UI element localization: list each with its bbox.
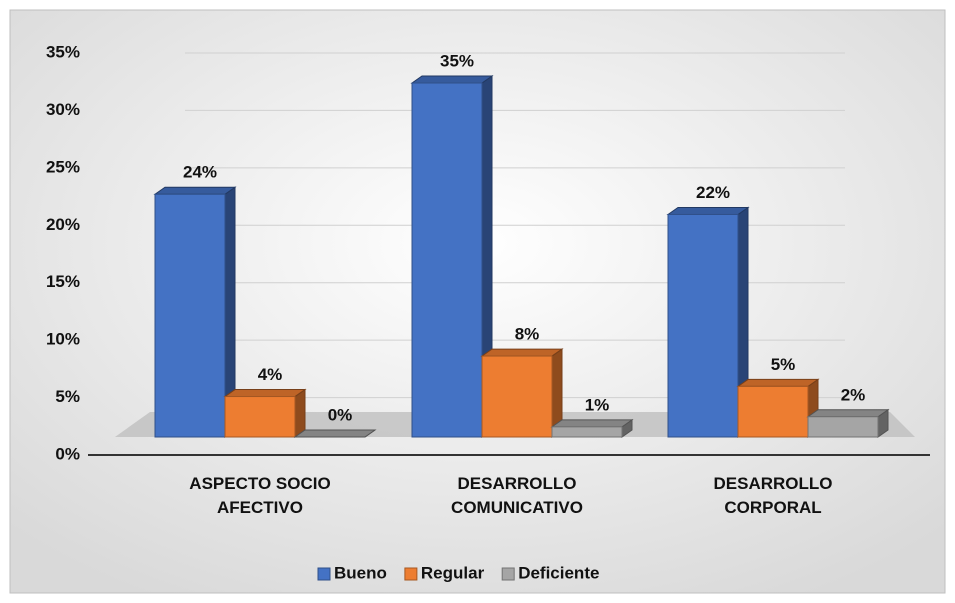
x-tick-label: DESARROLLO COMUNICATIVO: [451, 474, 583, 517]
bar-top: [293, 429, 377, 438]
data-label: 24%: [183, 163, 217, 182]
y-tick-label: 30%: [46, 100, 80, 119]
data-label: 35%: [440, 51, 474, 70]
y-tick-label: 0%: [55, 444, 80, 463]
bar-top: [410, 75, 494, 84]
bar-front: [737, 385, 809, 438]
bar-top: [666, 206, 750, 215]
bar-front: [411, 82, 483, 438]
bar: [410, 75, 494, 438]
legend-swatch: [501, 567, 515, 581]
bar: [223, 388, 307, 438]
bar: [666, 206, 750, 438]
data-label: 22%: [696, 183, 730, 202]
data-label: 0%: [328, 405, 353, 424]
y-tick-label: 15%: [46, 272, 80, 291]
bar-top: [153, 186, 237, 195]
y-tick-label: 25%: [46, 157, 80, 176]
bar-front: [807, 416, 879, 438]
y-tick-label: 20%: [46, 215, 80, 234]
legend-label: Deficiente: [518, 563, 599, 582]
y-tick-label: 5%: [55, 387, 80, 406]
x-tick-label: DESARROLLO CORPORAL: [713, 474, 833, 517]
bar-front: [224, 396, 296, 438]
legend-swatch: [404, 567, 418, 581]
bar-side: [294, 388, 306, 438]
bar-top: [223, 389, 307, 398]
bar-top: [550, 419, 634, 428]
bar-top: [736, 378, 820, 387]
bar: [806, 408, 890, 438]
y-tick-label: 10%: [46, 330, 80, 349]
bar-top: [480, 348, 564, 357]
bar: [480, 348, 564, 438]
bar-front: [481, 355, 553, 438]
bar-front: [551, 426, 623, 438]
data-label: 8%: [515, 325, 540, 344]
bar: [550, 418, 634, 438]
bar-front: [154, 193, 226, 438]
legend-label: Regular: [421, 563, 485, 582]
y-tick-label: 35%: [46, 42, 80, 61]
data-label: 5%: [771, 355, 796, 374]
bar-front: [667, 213, 739, 438]
bar-top: [806, 409, 890, 418]
x-tick-label: ASPECTO SOCIO AFECTIVO: [189, 474, 331, 517]
legend-label: Bueno: [334, 563, 387, 582]
bar: [293, 429, 377, 438]
data-label: 1%: [585, 395, 610, 414]
bar: [736, 378, 820, 438]
data-label: 4%: [258, 365, 283, 384]
legend-swatch: [317, 567, 331, 581]
bar: [153, 186, 237, 438]
data-label: 2%: [841, 385, 866, 404]
